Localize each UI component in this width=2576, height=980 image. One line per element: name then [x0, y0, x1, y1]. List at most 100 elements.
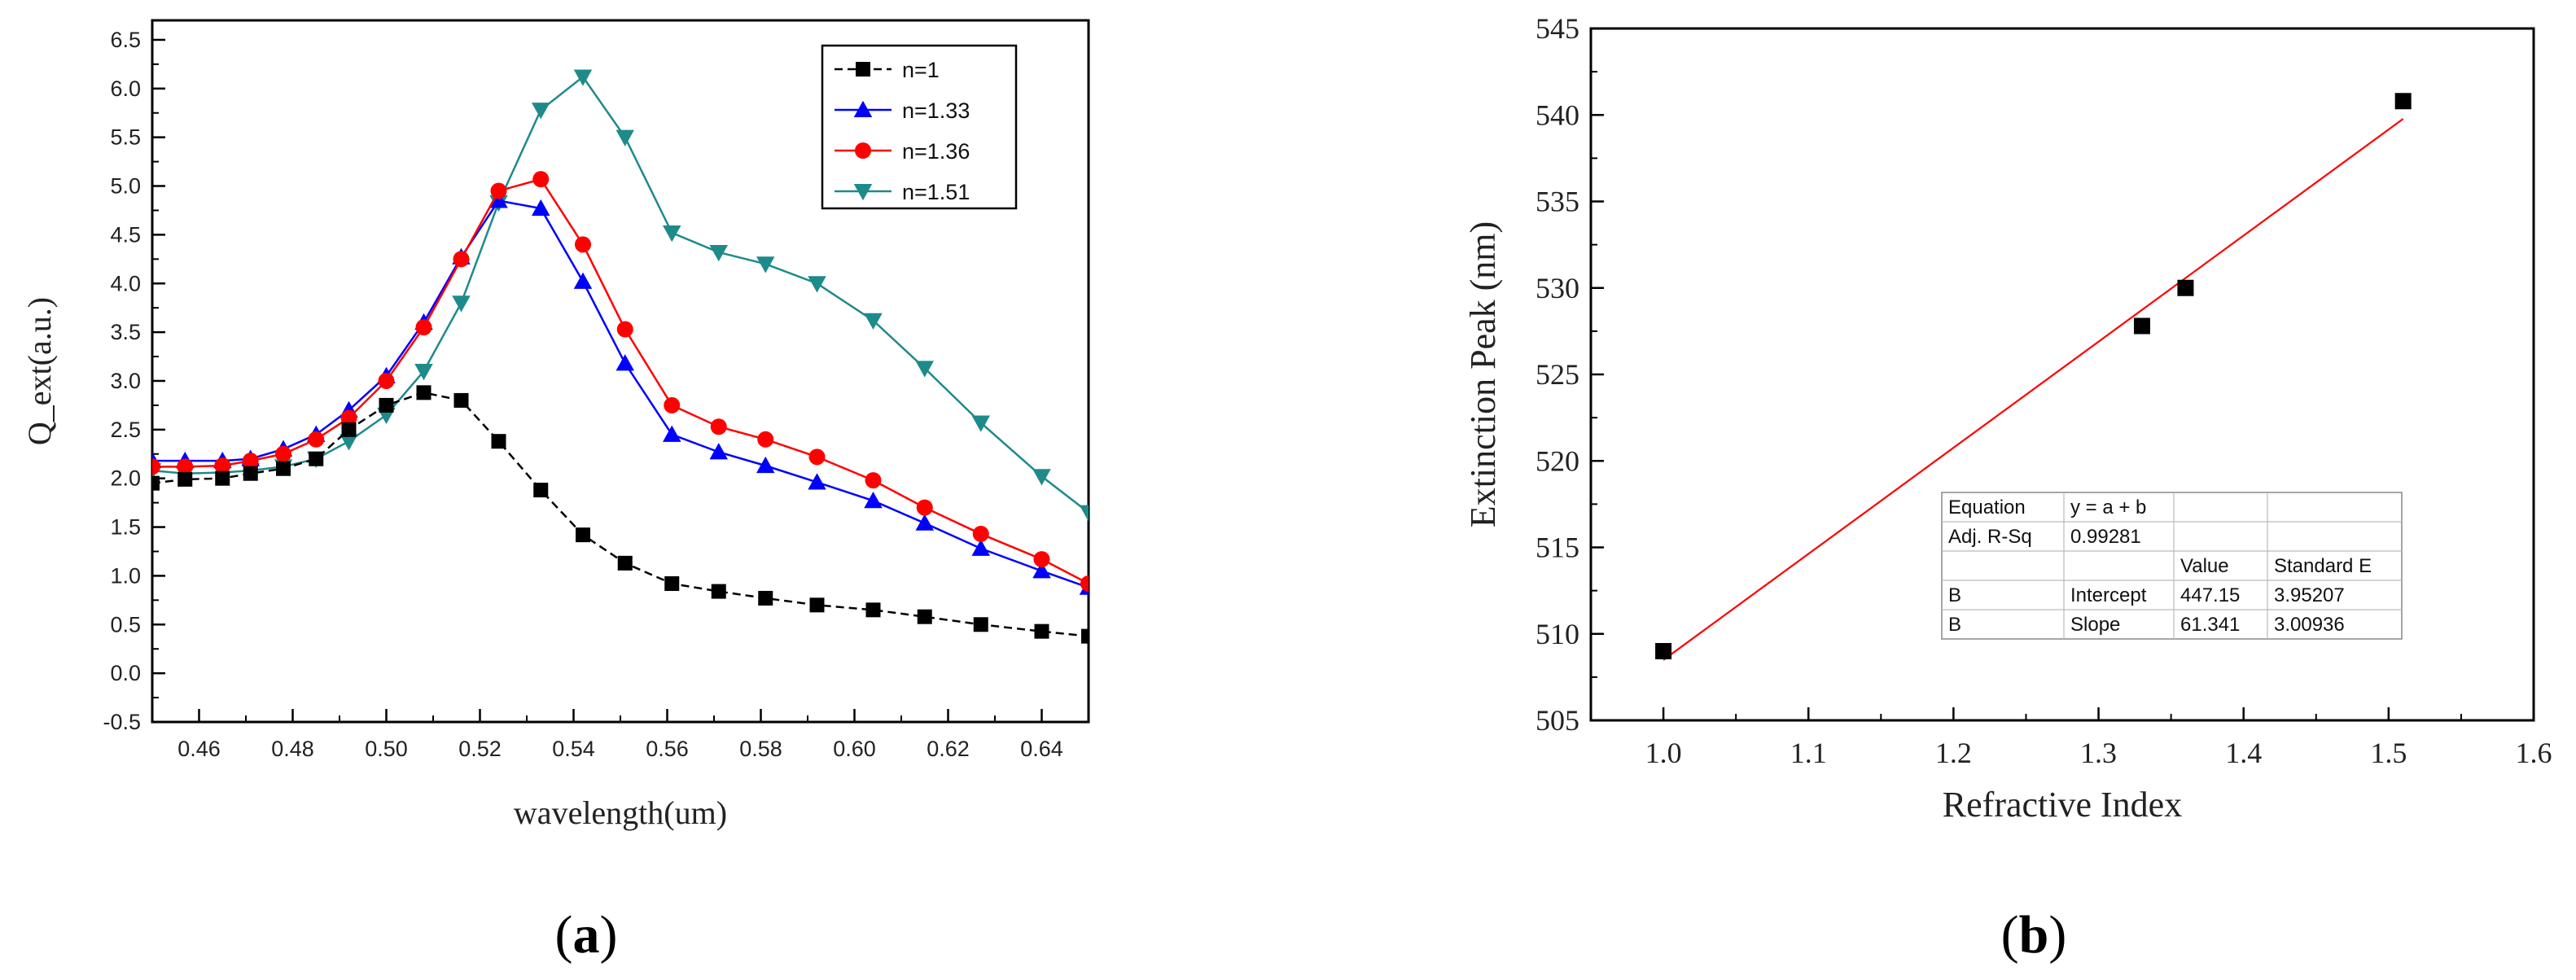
y-tick-label: 505 — [1536, 704, 1579, 737]
data-point — [756, 256, 775, 273]
data-point — [809, 597, 825, 613]
y-tick-label: 0.5 — [110, 612, 141, 637]
data-point — [916, 499, 933, 516]
data-point — [664, 396, 681, 413]
data-point — [414, 364, 433, 381]
x-tick-label: 0.62 — [927, 737, 970, 761]
panel-letter-b: b — [2019, 905, 2049, 965]
x-tick-label: 0.58 — [739, 737, 782, 761]
data-point — [177, 471, 193, 487]
data-point — [663, 225, 681, 243]
legend-marker — [856, 62, 870, 77]
data-point — [575, 236, 591, 253]
y-tick-label: 3.0 — [110, 369, 141, 393]
data-point — [971, 539, 990, 556]
y-tick-label: -0.5 — [103, 710, 141, 734]
data-point — [757, 431, 774, 448]
data-point — [242, 453, 259, 470]
y-tick-label: 520 — [1536, 444, 1579, 477]
data-point — [1081, 628, 1089, 644]
data-point — [864, 313, 883, 330]
y-tick-label: 545 — [1536, 12, 1579, 45]
chart-a-x-axis-label: wavelength(um) — [514, 794, 727, 831]
data-point — [808, 448, 826, 466]
data-point — [308, 431, 325, 448]
data-point — [378, 372, 395, 389]
data-point — [1034, 623, 1049, 639]
data-point — [275, 445, 291, 462]
y-tick-label: 6.0 — [110, 77, 141, 101]
data-point — [1033, 551, 1050, 568]
legend-label: n=1 — [902, 58, 940, 82]
table-cell: 3.00936 — [2274, 614, 2345, 636]
table-cell: B — [1948, 584, 1961, 606]
chart-a-legend: n=1 n=1.33 n=1.36 n=1.51 — [821, 44, 1018, 210]
data-point — [972, 525, 989, 542]
y-tick-label: 530 — [1536, 272, 1579, 304]
table-cell: y = a + b — [2070, 497, 2146, 518]
y-tick-label: 4.5 — [110, 222, 141, 247]
data-point — [616, 354, 634, 371]
chart-a-y-axis-label: Q_ext(a.u.) — [21, 297, 58, 445]
data-point — [664, 575, 680, 591]
data-point — [758, 590, 773, 606]
y-tick-label: 0.0 — [110, 661, 141, 685]
legend-frame — [821, 44, 1018, 210]
x-tick-label: 1.0 — [1645, 737, 1682, 769]
series-line-n=1.36 — [152, 177, 1089, 585]
y-tick-label: 2.5 — [110, 418, 141, 442]
chart-b-x-axis-label: Refractive Index — [1943, 785, 2182, 825]
data-point — [917, 609, 932, 624]
legend-marker — [853, 100, 873, 117]
chart-b-y-axis-label: Extinction Peak (nm) — [1463, 221, 1503, 527]
y-tick-label: 540 — [1536, 98, 1579, 131]
data-point — [756, 456, 775, 474]
data-point — [379, 397, 394, 413]
data-point — [711, 584, 726, 599]
data-point — [340, 434, 358, 451]
data-point — [808, 473, 826, 490]
panel-label-b: (b) — [2001, 905, 2067, 965]
legend-label: n=1.51 — [902, 180, 970, 204]
x-tick-label: 0.52 — [458, 737, 502, 761]
x-tick-label: 1.4 — [2225, 737, 2262, 769]
data-point — [915, 514, 934, 531]
x-tick-label: 1.6 — [2516, 737, 2552, 769]
data-point — [2177, 279, 2194, 296]
data-point — [710, 418, 727, 435]
data-point — [341, 422, 357, 437]
data-point — [865, 602, 881, 618]
data-point — [1080, 575, 1089, 592]
data-point — [276, 461, 291, 476]
series-n=1.33 — [152, 191, 1089, 595]
data-point — [532, 171, 550, 188]
x-tick-label: 1.3 — [2080, 737, 2117, 769]
data-point — [152, 458, 160, 475]
data-point — [152, 475, 160, 491]
data-point — [973, 617, 988, 632]
table-cell: Slope — [2070, 614, 2120, 636]
data-point — [808, 276, 826, 293]
y-tick-label: 6.5 — [110, 28, 141, 52]
data-point — [533, 483, 549, 498]
y-tick-label: 535 — [1536, 186, 1579, 218]
data-point — [491, 434, 506, 449]
y-tick-label: 1.5 — [110, 515, 141, 540]
y-tick-label: 2.0 — [110, 466, 141, 491]
data-point — [573, 69, 593, 86]
data-point — [617, 555, 633, 571]
data-point — [309, 451, 324, 466]
chart-a: 0.46 0.48 0.50 0.52 0.54 0.56 0.58 0.60 0.62 0.64… — [21, 19, 1090, 965]
x-tick-label: 1.2 — [1935, 737, 1972, 769]
x-tick-label: 1.1 — [1790, 737, 1827, 769]
data-point — [215, 470, 230, 486]
table-cell: Value — [2180, 555, 2229, 577]
table-cell: Intercept — [2070, 584, 2147, 606]
x-tick-label: 0.50 — [365, 737, 408, 761]
data-point — [452, 295, 471, 313]
data-point — [1032, 469, 1051, 486]
fit-line — [1663, 118, 2404, 661]
series-line-n=1 — [152, 392, 1089, 637]
x-tick-label: 0.56 — [646, 737, 689, 761]
data-point — [2394, 93, 2412, 110]
